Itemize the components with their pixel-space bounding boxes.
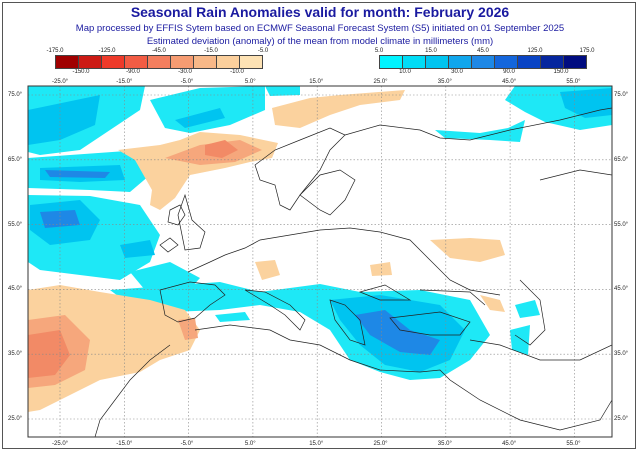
- left-lat-label: 65.0°: [8, 156, 23, 163]
- right-lat-label: 65.0°: [614, 156, 629, 163]
- map-frame: [27, 85, 613, 438]
- map-subtitle-units: Estimated deviation (anomaly) of the mea…: [146, 36, 494, 47]
- dry-legend-bin: [102, 56, 125, 68]
- dry-legend-tick: -30.0: [178, 69, 192, 75]
- top-lon-label: 5.0°: [244, 79, 256, 85]
- wet-legend-bin: [403, 56, 426, 68]
- bottom-lon-label: 15.0°: [309, 441, 324, 447]
- wet-legend-bin: [380, 56, 403, 68]
- right-lat-label: 75.0°: [614, 92, 629, 98]
- right-lat-label: 25.0°: [614, 416, 629, 422]
- dry-legend-bin: [79, 56, 102, 68]
- bottom-lon-label: 45.0°: [502, 441, 517, 447]
- wet-legend-bin: [564, 56, 586, 68]
- wet-legend-tick: 90.0: [503, 69, 515, 75]
- dry-legend-tick: -175.0: [46, 48, 64, 54]
- left-lat-label: 45.0°: [8, 286, 23, 293]
- dry-legend-bin: [194, 56, 217, 68]
- wet-legend-tick: 125.0: [527, 48, 543, 54]
- top-lon-label: 25.0°: [373, 79, 388, 85]
- wet-legend-tick: 30.0: [451, 69, 463, 75]
- wet-legend-tick: 150.0: [553, 69, 569, 75]
- dry-legend-tick: -10.0: [230, 69, 244, 75]
- bottom-lon-label: -15.0°: [116, 441, 133, 447]
- map-subtitle-source: Map processed by EFFIS Sytem based on EC…: [75, 23, 565, 34]
- wet-anomaly-legend: [379, 55, 587, 69]
- bottom-lon-label: 25.0°: [373, 441, 388, 447]
- wet-legend-tick: 15.0: [425, 48, 437, 54]
- map-title: Seasonal Rain Anomalies valid for month:…: [130, 4, 510, 20]
- wet-legend-bin: [495, 56, 518, 68]
- wet-legend-tick: 5.0: [374, 48, 384, 54]
- top-lon-label: -5.0°: [180, 79, 194, 85]
- dry-legend-bin: [56, 56, 79, 68]
- outer-frame: [2, 2, 636, 449]
- bottom-lon-label: -25.0°: [52, 441, 69, 447]
- dry-anomaly-legend: [55, 55, 263, 69]
- top-lon-label: -25.0°: [52, 79, 69, 85]
- right-lat-label: 45.0°: [614, 286, 629, 293]
- dry-legend-bin: [125, 56, 148, 68]
- top-lon-label: 35.0°: [437, 79, 452, 85]
- wet-legend-bin: [518, 56, 541, 68]
- graticule: [28, 86, 612, 437]
- dry-legend-bin: [171, 56, 194, 68]
- wet-legend-bin: [472, 56, 495, 68]
- dry-legend-bin: [148, 56, 171, 68]
- top-lon-label: -15.0°: [116, 79, 133, 85]
- left-lat-label: 25.0°: [8, 416, 23, 422]
- top-lon-label: 15.0°: [309, 79, 324, 85]
- left-lat-label: 55.0°: [8, 221, 23, 228]
- wet-legend-tick: 45.0: [477, 48, 489, 54]
- right-lat-label: 55.0°: [614, 221, 629, 228]
- bottom-lon-label: -5.0°: [180, 441, 194, 447]
- bottom-lon-label: 55.0°: [566, 441, 581, 447]
- wet-legend-tick: 175.0: [579, 48, 595, 54]
- wet-legend-bin: [541, 56, 564, 68]
- dry-legend-tick: -150.0: [72, 69, 90, 75]
- dry-legend-tick: -15.0: [204, 48, 218, 54]
- dry-legend-tick: -90.0: [126, 69, 140, 75]
- dry-legend-bin: [240, 56, 262, 68]
- dry-legend-tick: -125.0: [98, 48, 116, 54]
- dry-legend-tick: -45.0: [152, 48, 166, 54]
- coastlines: [94, 107, 612, 437]
- dry-legend-tick: -5.0: [257, 48, 269, 54]
- dry-legend-bin: [217, 56, 240, 68]
- wet-legend-tick: 10.0: [399, 69, 411, 75]
- top-lon-label: 45.0°: [502, 79, 517, 85]
- wet-legend-bin: [426, 56, 449, 68]
- left-lat-label: 75.0°: [8, 92, 23, 98]
- right-lat-label: 35.0°: [614, 351, 629, 358]
- wet-legend-bin: [449, 56, 472, 68]
- bottom-lon-label: 35.0°: [437, 441, 452, 447]
- left-lat-label: 35.0°: [8, 351, 23, 358]
- top-lon-label: 55.0°: [566, 79, 581, 85]
- bottom-lon-label: 5.0°: [244, 441, 256, 447]
